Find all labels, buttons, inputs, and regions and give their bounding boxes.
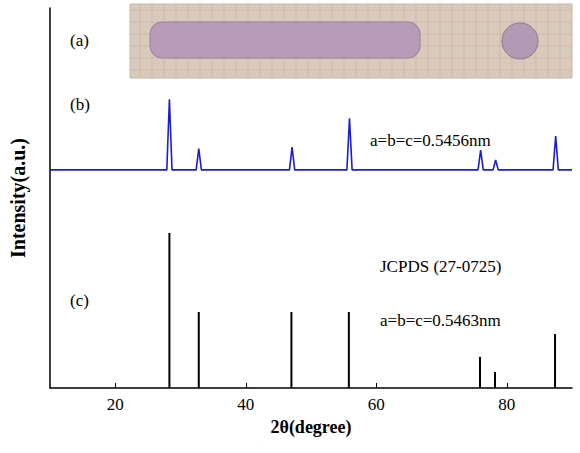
svg-text:a=b=c=0.5463nm: a=b=c=0.5463nm [380,311,501,330]
svg-text:20: 20 [107,395,124,414]
svg-text:(c): (c) [70,291,89,310]
svg-text:a=b=c=0.5456nm: a=b=c=0.5456nm [370,131,491,150]
svg-text:60: 60 [368,395,385,414]
svg-text:(b): (b) [70,95,90,114]
svg-text:40: 40 [237,395,254,414]
svg-text:2θ(degree): 2θ(degree) [270,417,351,438]
svg-text:JCPDS (27-0725): JCPDS (27-0725) [380,257,501,276]
svg-text:(a): (a) [70,31,89,50]
svg-text:80: 80 [498,395,515,414]
svg-text:Intensity(a.u.): Intensity(a.u.) [7,138,30,258]
